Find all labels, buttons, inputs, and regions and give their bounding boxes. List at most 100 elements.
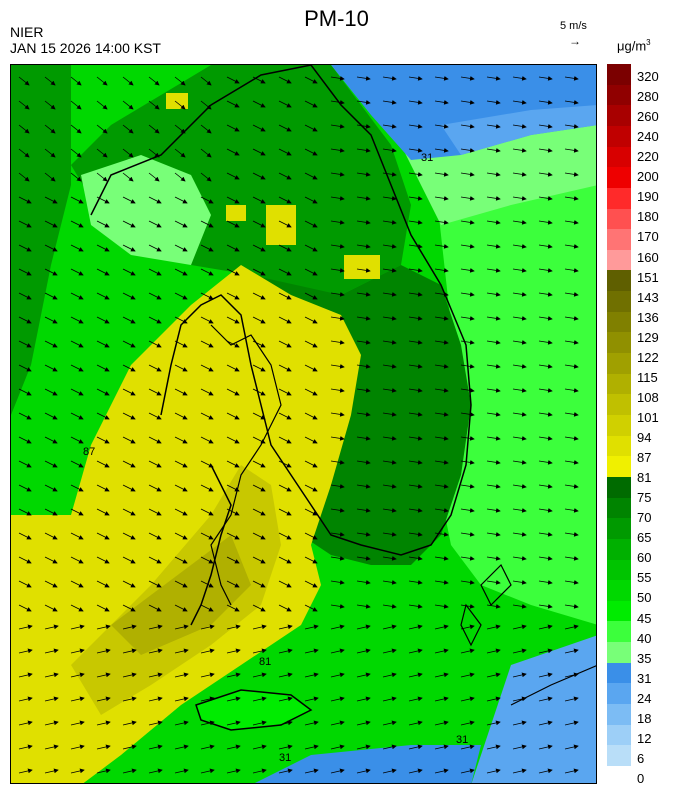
wind-arrow-icon [70,624,85,630]
colorbar-tick-label: 129 [637,329,659,345]
wind-arrow-icon [96,244,110,252]
wind-arrow-icon [538,580,553,585]
wind-arrow-icon [226,508,240,516]
colorbar-segment [607,167,631,189]
colorbar-segment [607,642,631,664]
wind-arrow-icon [304,580,318,588]
wind-arrow-icon [434,484,449,489]
wind-arrow-icon [18,696,33,702]
wind-arrow-icon [148,340,162,348]
wind-arrow-icon [356,268,371,273]
wind-arrow-icon [304,172,318,180]
wind-arrow-icon [226,364,240,372]
wind-arrow-icon [96,696,111,702]
wind-arrow-icon [70,244,84,252]
wind-arrow-icon [200,436,214,444]
wind-arrow-icon [460,244,475,249]
wind-arrow-icon [278,460,292,468]
wind-arrow-icon [304,268,318,276]
wind-arrow-icon [564,648,579,654]
wind-arrow-icon [226,172,240,180]
wind-arrow-icon [96,580,110,588]
wind-arrow-icon [96,672,111,678]
wind-arrow-icon [408,340,423,345]
wind-arrow-icon [18,604,32,612]
wind-arrow-icon [96,292,110,300]
wind-arrow-icon [564,220,579,225]
wind-arrow-icon [486,268,501,273]
colorbar-tick-label: 35 [637,650,652,666]
contour-label: 31 [421,152,433,164]
wind-arrow-icon [278,720,293,726]
wind-arrow-icon [174,76,186,86]
wind-arrow-icon [382,220,397,225]
wind-arrow-icon [148,604,162,612]
wind-arrow-icon [460,672,475,678]
wind-arrow-icon [200,532,214,540]
wind-arrow-icon [278,604,292,612]
wind-arrow-icon [382,648,397,654]
wind-arrow-icon [564,484,579,489]
wind-arrow-icon [44,436,58,444]
wind-arrow-icon [278,292,292,300]
wind-arrow-icon [96,364,110,372]
wind-arrow-icon [408,768,423,774]
wind-arrow-icon [382,532,397,537]
wind-arrow-icon [44,672,59,678]
wind-arrow-icon [148,556,162,564]
colorbar-segment [607,724,631,746]
wind-arrow-icon [486,340,501,345]
wind-arrow-icon [252,508,266,516]
wind-vectors [18,76,579,774]
colorbar-segment [607,435,631,457]
agency-label: NIER [10,24,44,40]
wind-arrow-icon [200,484,214,492]
wind-arrow-icon [538,364,553,369]
wind-arrow-icon [330,244,345,249]
wind-arrow-icon [252,436,266,444]
colorbar-segment [607,518,631,540]
wind-arrow-icon [122,340,136,348]
wind-arrow-icon [356,604,371,609]
wind-arrow-icon [460,508,475,513]
wind-arrow-icon [226,148,240,156]
wind-arrow-icon [486,76,501,81]
wind-arrow-icon [460,220,475,225]
wind-arrow-icon [382,76,397,81]
wind-arrow-icon [226,624,241,630]
wind-arrow-icon [304,624,319,630]
wind-arrow-icon [148,532,162,540]
wind-arrow-icon [226,124,240,132]
wind-arrow-icon [252,460,266,468]
wind-arrow-icon [538,412,553,417]
wind-arrow-icon [408,436,423,441]
wind-arrow-icon [252,624,267,630]
colorbar-tick-label: 0 [637,771,645,786]
wind-arrow-icon [408,220,423,225]
wind-arrow-icon [44,720,59,726]
wind-arrow-icon [252,768,267,774]
colorbar-segment [607,353,631,375]
wind-arrow-icon [122,100,134,110]
wind-arrow-icon [538,604,553,609]
wind-arrow-icon [96,148,108,158]
wind-arrow-icon [278,412,292,420]
wind-arrow-icon [408,484,423,489]
wind-arrow-icon [330,532,345,537]
wind-arrow-icon [200,720,215,726]
colorbar-tick-label: 18 [637,710,652,726]
wind-arrow-icon [486,124,501,129]
wind-arrow-icon [408,268,423,273]
wind-arrow-icon [226,532,240,540]
wind-arrow-icon [44,696,59,702]
wind-arrow-icon [512,720,527,726]
wind-arrow-icon [252,580,266,588]
wind-arrow-icon [174,244,188,252]
colorbar-tick-label: 260 [637,109,659,125]
wind-arrow-icon [18,220,32,228]
wind-arrow-icon [252,196,266,204]
wind-arrow-icon [512,580,527,585]
wind-arrow-icon [304,744,319,750]
wind-arrow-icon [356,556,371,561]
wind-arrow-icon [174,268,188,276]
